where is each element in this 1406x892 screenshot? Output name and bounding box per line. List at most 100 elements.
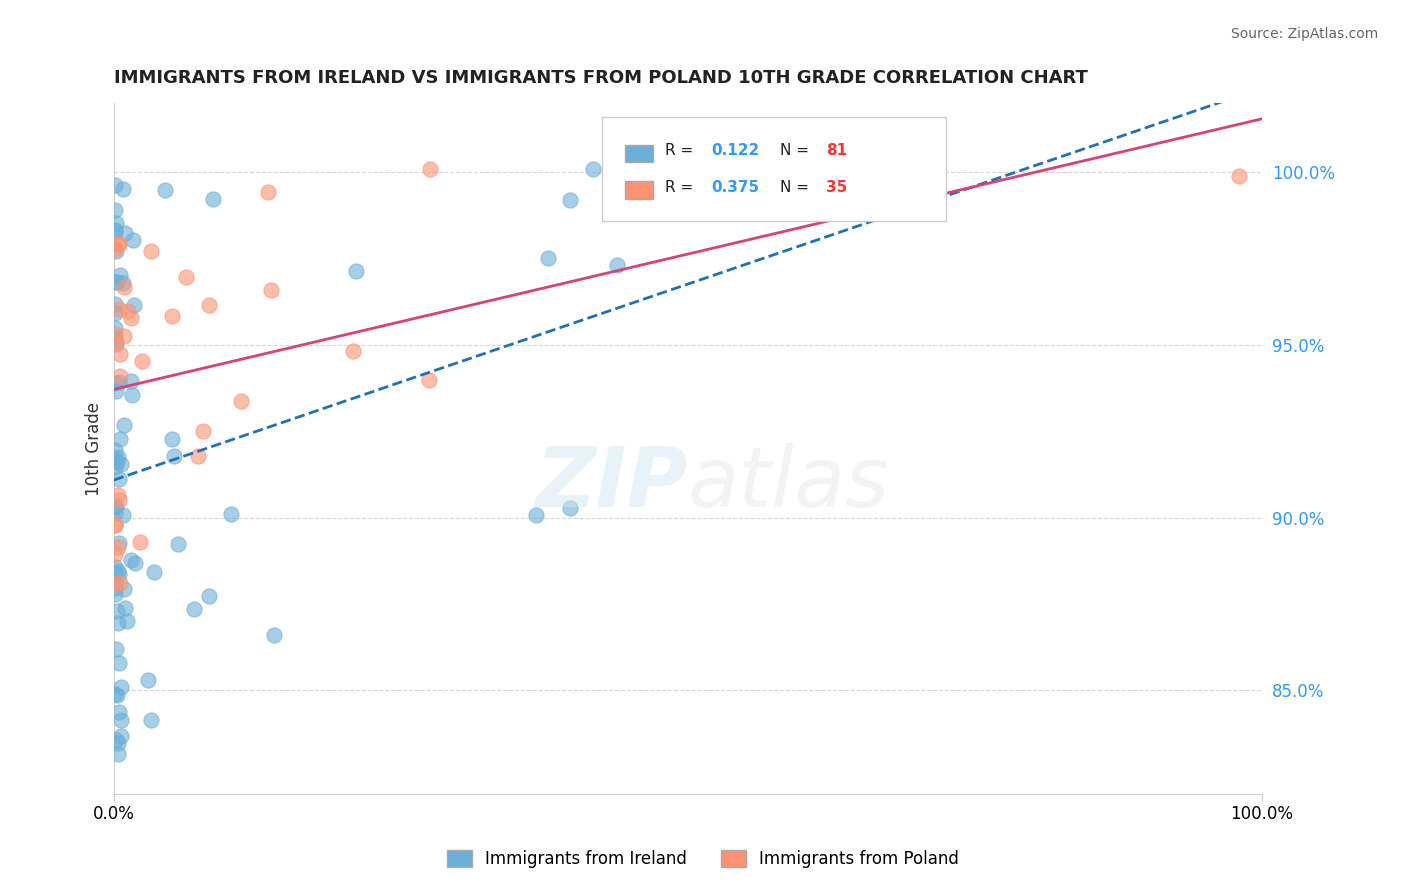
Point <box>104 587 127 601</box>
Point <box>167 537 190 551</box>
Point <box>104 733 127 747</box>
Point <box>104 518 127 533</box>
Point <box>163 449 186 463</box>
Point <box>104 203 127 218</box>
Point <box>108 472 131 486</box>
Point <box>104 506 127 520</box>
Text: N =: N = <box>780 180 814 195</box>
Point <box>107 736 129 750</box>
Point <box>174 270 197 285</box>
Point <box>260 283 283 297</box>
Point <box>104 687 127 701</box>
Point <box>104 460 127 475</box>
Point <box>419 161 441 176</box>
Point <box>117 615 139 629</box>
Point <box>112 276 135 290</box>
Point <box>104 244 127 258</box>
Point <box>122 233 145 247</box>
Point <box>104 178 127 193</box>
Point <box>107 616 129 631</box>
Point <box>107 564 129 578</box>
Point <box>111 182 134 196</box>
Point <box>105 455 128 469</box>
Point <box>537 251 560 265</box>
Point <box>114 600 136 615</box>
Point <box>112 582 135 596</box>
Point <box>120 310 142 325</box>
Point <box>110 713 132 727</box>
Point <box>104 575 127 590</box>
Point <box>108 575 131 590</box>
FancyBboxPatch shape <box>602 117 946 220</box>
Point <box>104 223 127 237</box>
Point <box>110 680 132 694</box>
Point <box>104 336 127 351</box>
FancyBboxPatch shape <box>624 181 654 199</box>
Point <box>198 298 221 312</box>
Point <box>104 275 127 289</box>
Text: IMMIGRANTS FROM IRELAND VS IMMIGRANTS FROM POLAND 10TH GRADE CORRELATION CHART: IMMIGRANTS FROM IRELAND VS IMMIGRANTS FR… <box>114 69 1088 87</box>
Point <box>114 226 136 240</box>
Point <box>155 183 177 197</box>
Point <box>1227 169 1250 183</box>
Point <box>606 258 628 272</box>
Point <box>104 327 127 342</box>
Point <box>110 729 132 743</box>
Point <box>418 373 440 387</box>
Point <box>104 500 127 514</box>
Point <box>121 388 143 402</box>
Point <box>162 432 184 446</box>
Point <box>104 321 127 335</box>
Text: N =: N = <box>780 143 814 158</box>
Point <box>117 304 139 318</box>
FancyBboxPatch shape <box>624 145 654 162</box>
Point <box>104 566 127 581</box>
Point <box>104 641 127 656</box>
Point <box>105 604 128 618</box>
Legend: Immigrants from Ireland, Immigrants from Poland: Immigrants from Ireland, Immigrants from… <box>440 843 966 875</box>
Point <box>104 376 127 390</box>
Point <box>124 557 146 571</box>
Point <box>108 492 131 507</box>
Point <box>131 353 153 368</box>
Point <box>108 567 131 582</box>
Point <box>108 656 131 670</box>
Point <box>107 237 129 252</box>
Point <box>162 309 184 323</box>
Point <box>105 275 128 289</box>
Y-axis label: 10th Grade: 10th Grade <box>86 401 103 496</box>
Point <box>120 374 142 388</box>
Point <box>108 301 131 316</box>
Point <box>104 331 127 345</box>
Point <box>342 344 364 359</box>
Point <box>120 552 142 566</box>
Point <box>143 565 166 579</box>
Point <box>229 394 252 409</box>
Point <box>104 297 127 311</box>
Point <box>108 376 131 390</box>
Point <box>108 706 131 720</box>
Point <box>110 368 132 383</box>
Point <box>560 501 582 516</box>
Point <box>112 279 135 293</box>
Point <box>139 713 162 727</box>
Point <box>558 193 581 207</box>
Point <box>191 424 214 438</box>
Text: atlas: atlas <box>688 442 890 524</box>
Point <box>526 508 548 522</box>
Point <box>219 507 242 521</box>
Point <box>263 628 285 642</box>
Point <box>183 601 205 615</box>
Point <box>104 517 127 532</box>
Point <box>107 747 129 761</box>
Text: 0.375: 0.375 <box>711 180 759 195</box>
Point <box>104 225 127 239</box>
Point <box>139 244 162 258</box>
Point <box>104 243 127 257</box>
Point <box>104 334 127 349</box>
Point <box>344 264 367 278</box>
Point <box>112 329 135 343</box>
Text: 0.122: 0.122 <box>711 143 759 158</box>
Point <box>107 450 129 464</box>
Point <box>136 673 159 688</box>
